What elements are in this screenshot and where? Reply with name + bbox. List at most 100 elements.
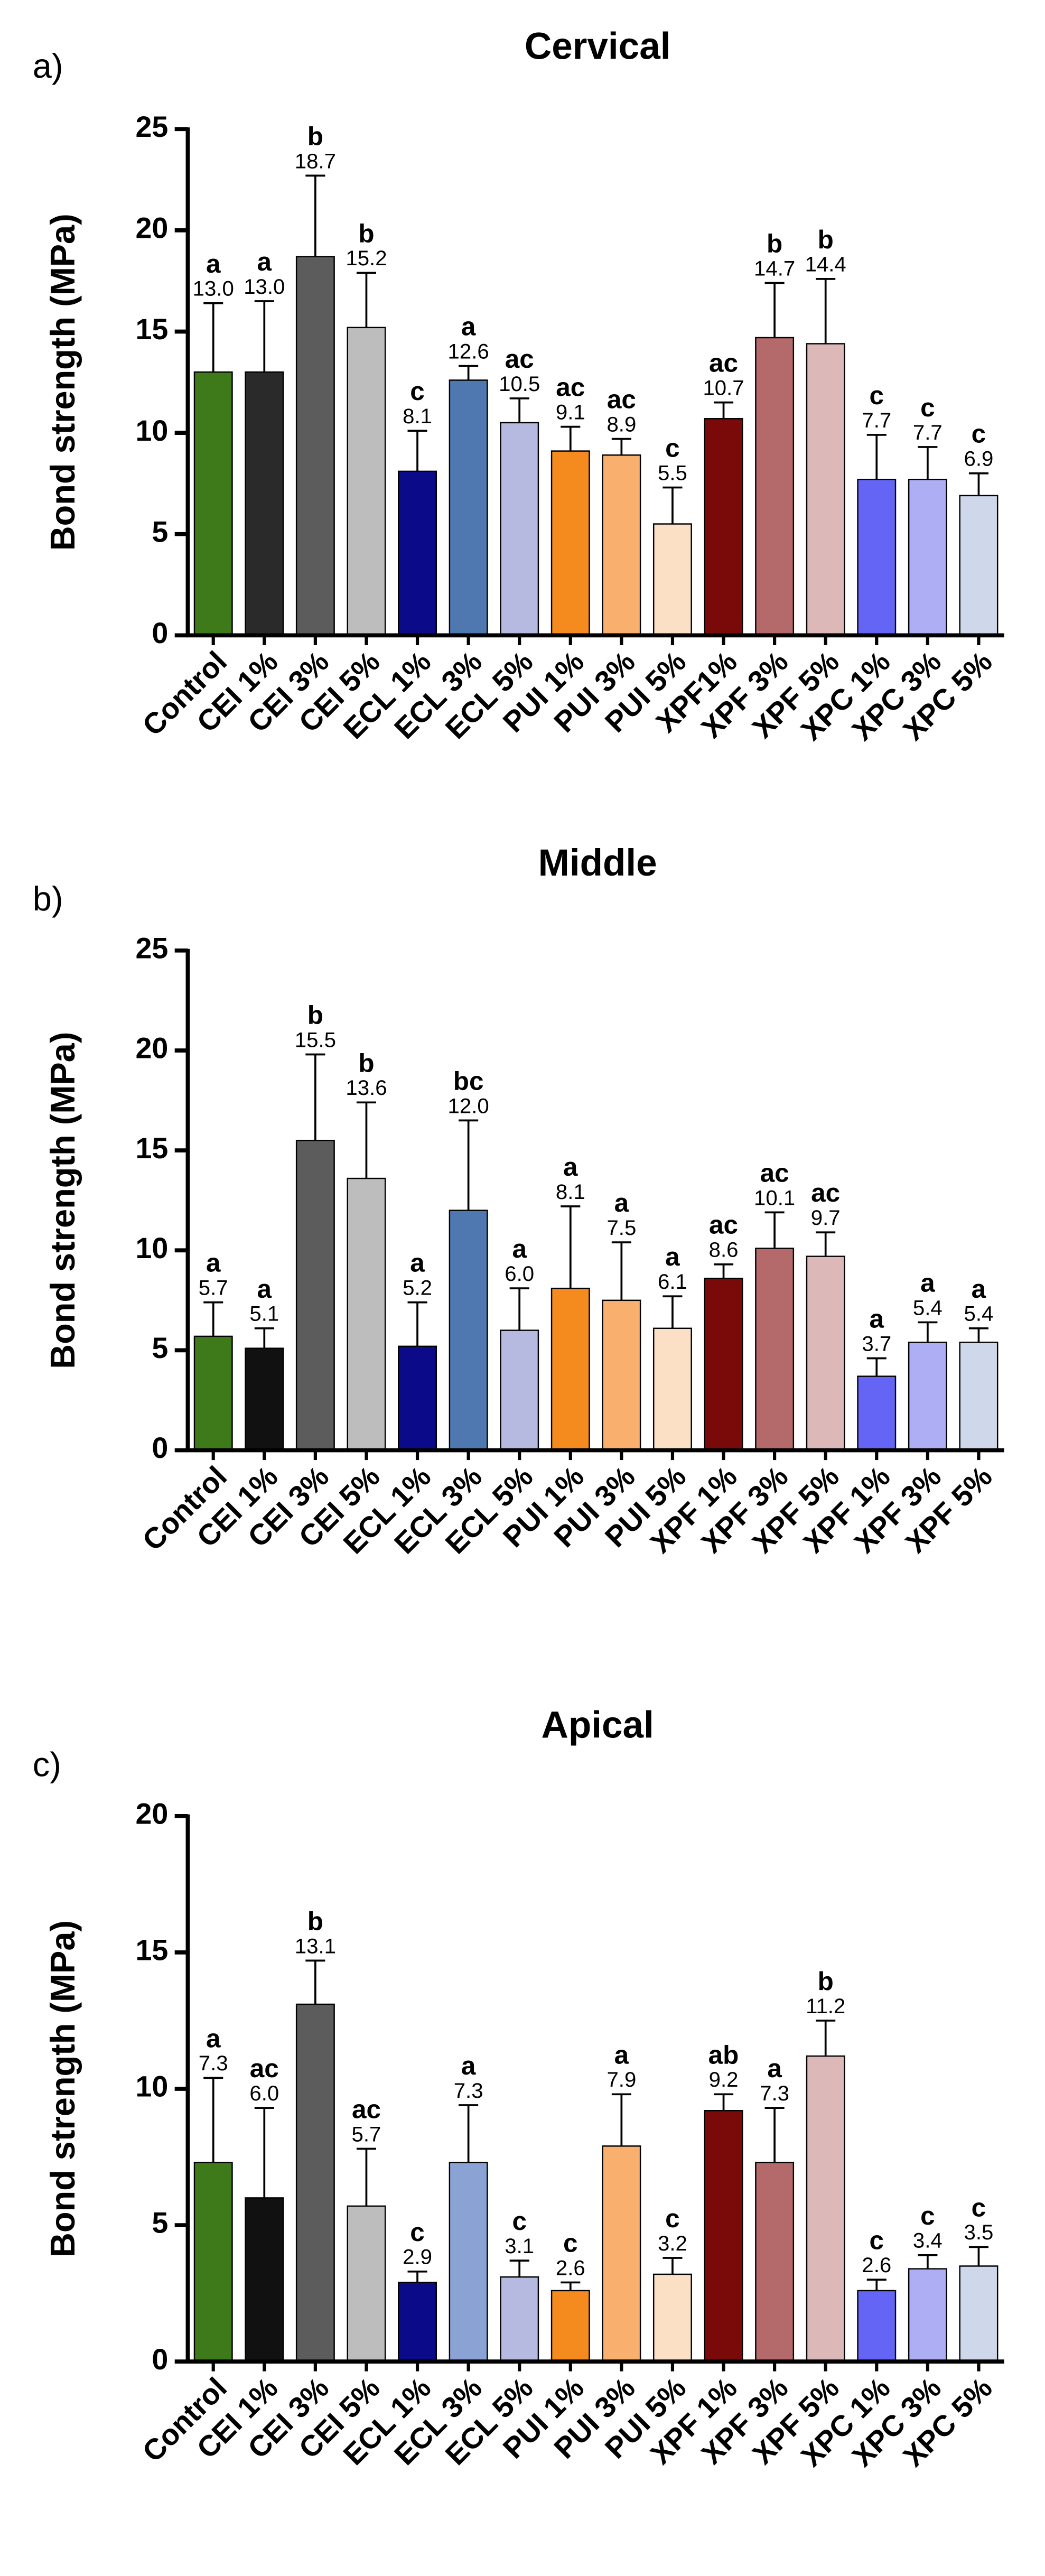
significance-letter: a	[767, 2054, 782, 2083]
value-label: 2.9	[403, 2245, 432, 2269]
significance-letter: c	[512, 2207, 527, 2236]
significance-letter: a	[614, 1188, 629, 1217]
significance-letter: c	[665, 2204, 680, 2233]
significance-letter: a	[512, 1234, 527, 1263]
significance-letter: a	[920, 1268, 935, 1297]
error-bar	[611, 438, 631, 455]
error-bar	[305, 1053, 325, 1141]
bar	[551, 1287, 590, 1451]
value-label: 6.0	[249, 2081, 279, 2105]
bar	[704, 2110, 743, 2363]
value-label: 5.7	[352, 2122, 381, 2146]
y-tick-label: 15	[135, 1132, 168, 1165]
bar	[652, 1327, 692, 1451]
y-axis-label: Bond strength (MPa)	[43, 1032, 82, 1369]
error-bar	[764, 282, 785, 338]
bar	[449, 379, 488, 636]
bar	[602, 2145, 641, 2363]
error-bar	[509, 2259, 529, 2277]
bar	[857, 1375, 897, 1451]
value-label: 13.6	[346, 1076, 387, 1100]
significance-letter: ac	[709, 349, 738, 378]
value-label: 5.4	[964, 1302, 994, 1326]
y-tick-label: 10	[135, 414, 168, 447]
chart-title: Cervical	[525, 26, 671, 68]
bar	[908, 479, 947, 636]
bar	[245, 371, 284, 636]
error-bar	[816, 1231, 836, 1257]
y-axis-label: Bond strength (MPa)	[43, 213, 82, 551]
value-label: 5.2	[403, 1276, 432, 1300]
value-label: 10.5	[499, 372, 540, 396]
y-tick-label: 20	[135, 1798, 168, 1830]
significance-letter: ac	[505, 345, 534, 374]
significance-letter: ab	[708, 2040, 739, 2069]
error-bar	[663, 1295, 683, 1328]
significance-letter: a	[257, 247, 272, 276]
error-bar	[356, 2147, 377, 2206]
significance-letter: b	[818, 1967, 834, 1996]
value-label: 3.4	[913, 2229, 943, 2253]
error-bar	[918, 446, 938, 480]
significance-letter: a	[206, 1249, 221, 1278]
bar	[398, 470, 437, 636]
bar	[347, 327, 386, 636]
value-label: 11.2	[806, 1994, 845, 2018]
bar	[193, 2162, 233, 2363]
value-label: 7.7	[913, 421, 943, 444]
panel-label: c)	[33, 1745, 61, 1783]
value-label: 6.9	[964, 447, 994, 471]
error-bar	[305, 1959, 325, 2004]
y-tick-label: 5	[152, 2207, 168, 2239]
error-bar	[866, 434, 887, 480]
value-label: 2.6	[862, 2253, 891, 2277]
value-label: 9.2	[709, 2068, 739, 2091]
significance-letter: bc	[453, 1066, 484, 1095]
value-label: 6.0	[505, 1262, 534, 1286]
error-bar	[407, 2270, 427, 2283]
error-bar	[816, 2020, 836, 2057]
value-label: 12.0	[448, 1094, 489, 1118]
y-tick-label: 5	[152, 1332, 168, 1364]
error-bar	[611, 1241, 631, 1300]
bar	[551, 450, 590, 636]
value-label: 9.7	[811, 1206, 841, 1230]
error-bar	[254, 300, 274, 373]
significance-letter: ac	[607, 385, 636, 414]
value-label: 5.7	[199, 1276, 228, 1300]
bar	[245, 2197, 284, 2363]
significance-letter: b	[767, 229, 782, 258]
bar	[500, 1329, 539, 1451]
value-label: 18.7	[295, 149, 336, 173]
significance-letter: ac	[709, 1211, 738, 1240]
bar	[245, 1347, 284, 1451]
error-bar	[459, 365, 479, 380]
significance-letter: a	[972, 1275, 986, 1304]
bar	[347, 1177, 386, 1451]
bar	[857, 2290, 897, 2363]
y-tick-label: 25	[135, 110, 168, 143]
significance-letter: ac	[760, 1158, 789, 1187]
error-bar	[459, 2104, 479, 2163]
error-bar	[407, 430, 427, 471]
significance-letter: a	[870, 1305, 884, 1334]
bar	[704, 1277, 743, 1451]
error-bar	[663, 2257, 683, 2274]
significance-letter: a	[257, 1275, 272, 1304]
value-label: 8.1	[403, 404, 432, 428]
bar	[398, 1345, 437, 1451]
significance-letter: c	[972, 420, 986, 449]
significance-letter: b	[358, 219, 374, 248]
value-label: 7.9	[607, 2068, 636, 2091]
error-bar	[816, 277, 836, 344]
value-label: 14.7	[754, 256, 795, 280]
error-bar	[407, 1301, 427, 1346]
significance-letter: a	[410, 1249, 425, 1278]
y-tick-label: 10	[135, 1232, 168, 1264]
y-tick-label: 20	[135, 212, 168, 245]
y-tick-label: 25	[135, 932, 168, 965]
value-label: 15.2	[346, 246, 387, 270]
significance-letter: b	[818, 225, 834, 254]
error-bar	[254, 1327, 274, 1349]
significance-letter: ac	[556, 373, 585, 402]
